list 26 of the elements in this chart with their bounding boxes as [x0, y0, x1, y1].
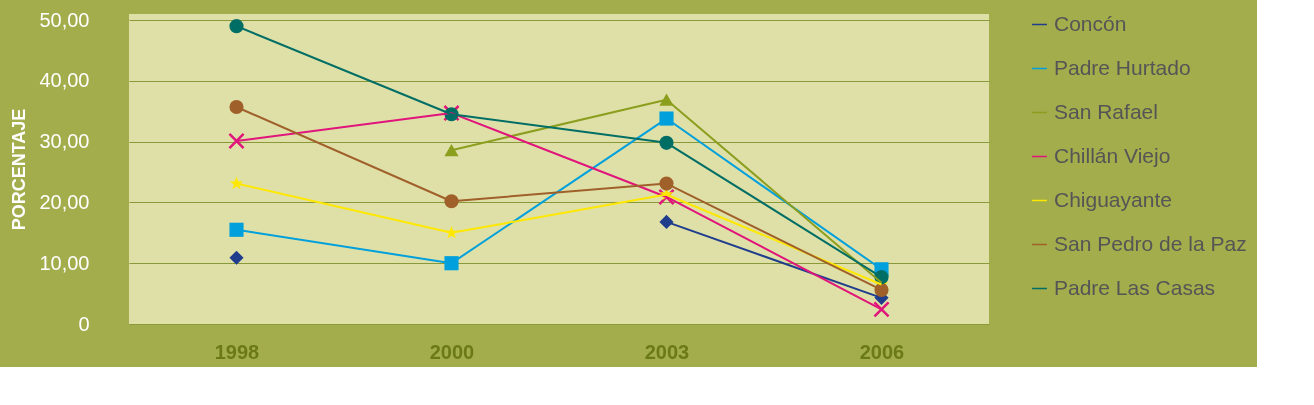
y-tick-label: 10,00 — [39, 251, 90, 274]
y-tick-label: 0 — [78, 312, 90, 335]
point — [659, 111, 674, 126]
point — [228, 132, 245, 150]
legend-label: Concón — [1054, 11, 1127, 35]
x-tick-label: 2000 — [429, 340, 475, 363]
point — [229, 250, 244, 265]
legend-label: Chiguayante — [1054, 187, 1172, 211]
y-tick-label: 40,00 — [39, 69, 90, 92]
legend-label: Padre Las Casas — [1054, 275, 1216, 299]
legend-label: Chillán Viejo — [1054, 143, 1171, 167]
point — [873, 301, 890, 318]
legend-label: Padre Hurtado — [1054, 55, 1191, 79]
point — [659, 214, 674, 229]
y-axis-title: PORCENTAJE — [9, 108, 30, 231]
y-tick-label: 50,00 — [39, 8, 90, 31]
legend-label: San Pedro de la Paz — [1054, 231, 1247, 255]
point — [658, 188, 675, 206]
legend-label: San Rafael — [1054, 99, 1158, 123]
x-tick-label: 2003 — [644, 340, 690, 363]
x-tick-label: 1998 — [214, 340, 260, 363]
point — [229, 222, 244, 237]
point — [229, 176, 244, 190]
x-tick-label: 2006 — [859, 340, 905, 363]
y-tick-label: 20,00 — [39, 190, 90, 213]
y-tick-label: 30,00 — [39, 130, 90, 153]
